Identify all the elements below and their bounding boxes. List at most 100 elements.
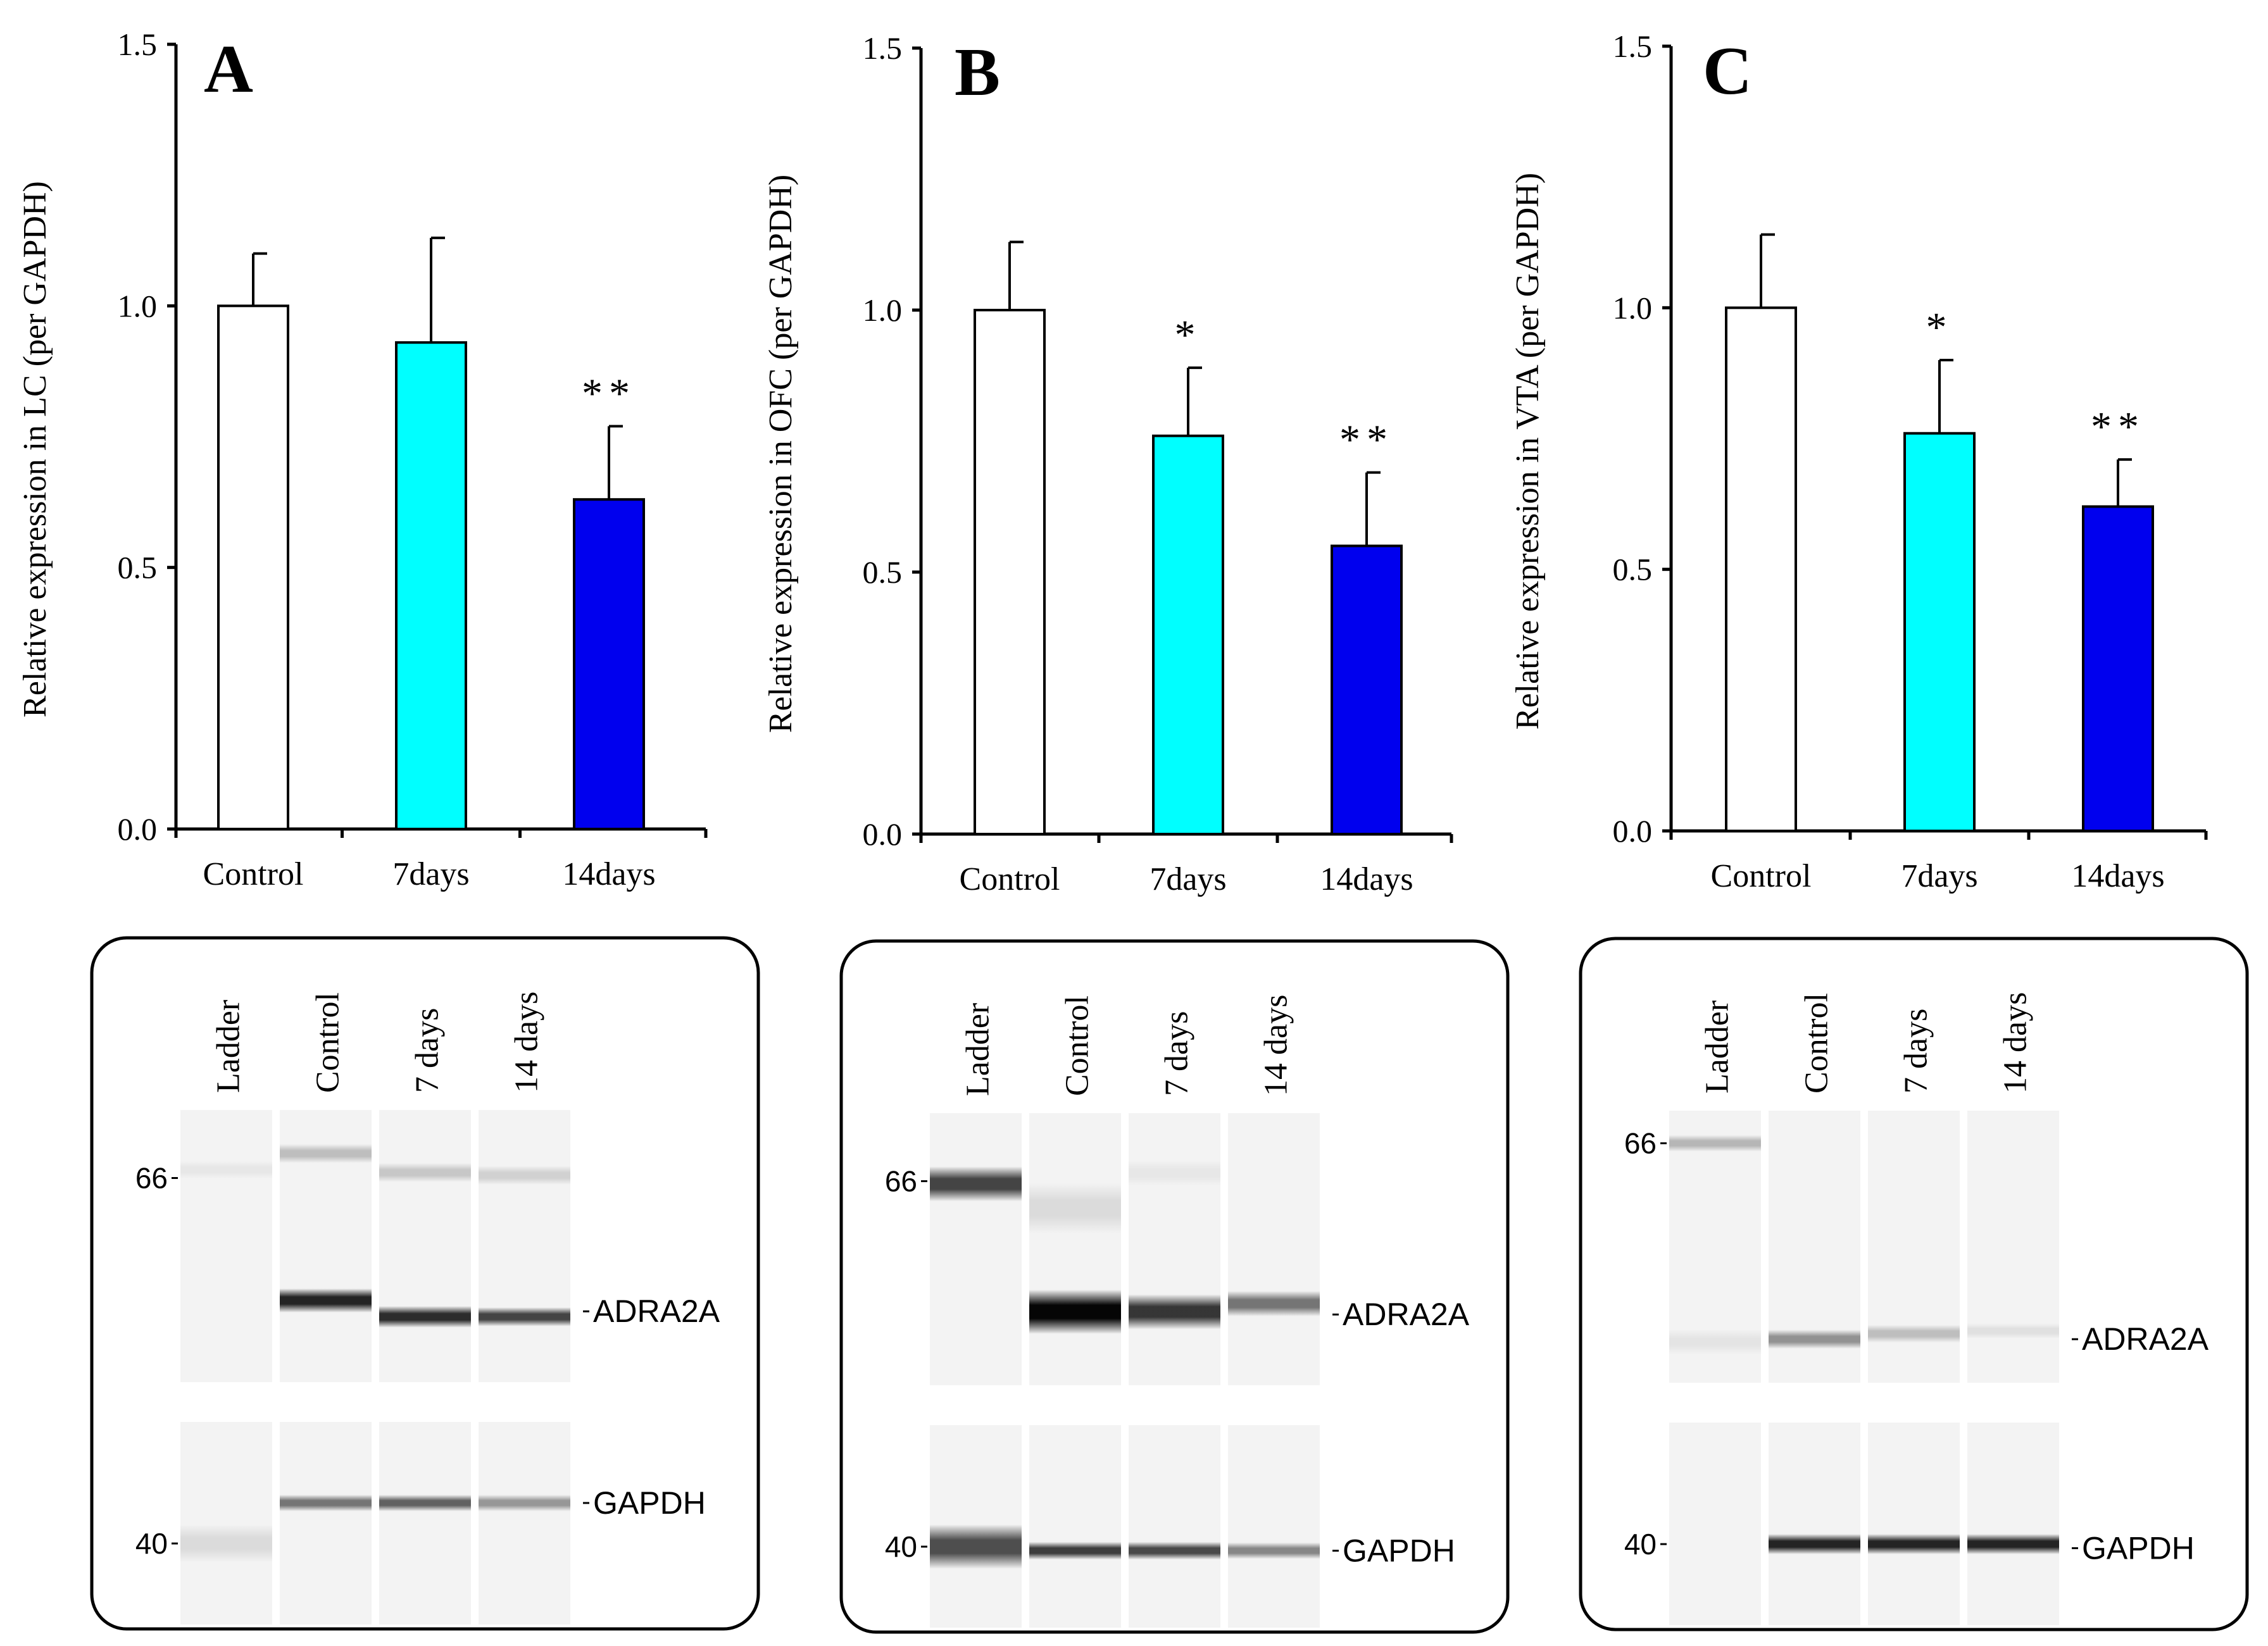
blot-lane-top [930,1113,1022,1385]
blot-lane-bottom [180,1422,272,1624]
blot-lane-bottom [1868,1423,1960,1625]
blot-band [180,1161,272,1179]
y-axis-label: Relative expression in OFC (per GAPDH) [763,175,799,733]
blot-lane-top [1967,1111,2059,1383]
blot-band [1228,1291,1320,1316]
x-tick-label: Control [1711,858,1812,894]
y-tick-label: 1.5 [1613,28,1653,64]
blot-band [1669,1135,1761,1152]
x-tick-label: Control [960,861,1060,897]
blot-band [1129,1542,1220,1560]
y-tick-label: 1.0 [863,292,903,328]
chart-panel-c: C 0.0 0.5 1.0 1.5 Relative expression in VTA … [1510,28,2249,1631]
y-tick-label: 1.0 [118,288,158,323]
bar [1152,434,1224,835]
blot-band [1769,1330,1860,1349]
blot-lane-bottom [379,1422,471,1624]
y-tick-label: 1.5 [118,27,158,62]
blot-lane-top [1228,1113,1320,1385]
blot-lane-label: 14 days [509,992,545,1093]
blot-band [1029,1289,1121,1334]
blot-lane-bottom [1228,1425,1320,1628]
blot-band [1029,1183,1121,1234]
blot-lane-label: Control [310,992,346,1093]
blot-lane-top [1029,1113,1121,1385]
blot-marker-label: 66 [885,1165,917,1198]
blot-lane-top [180,1110,272,1382]
y-tick-label: 0.0 [1613,813,1653,849]
blot-band [479,1495,570,1511]
x-tick-label: 14days [1320,861,1413,897]
blot-lane-label: 7 days [1159,1011,1195,1096]
blot-lane-bottom [1669,1423,1761,1625]
blot-lane-label: Control [1060,995,1096,1096]
bar [974,309,1046,835]
blot-band [1129,1294,1220,1330]
blot-marker-label: 40 [135,1527,168,1560]
blot-band [280,1288,372,1312]
significance-marker: ** [2091,404,2145,450]
y-tick-label: 0.5 [1613,552,1653,587]
y-tick-label: 1.5 [863,30,903,66]
blot-band [1967,1323,2059,1339]
blot-lane-bottom [280,1422,372,1624]
blot-band [1769,1534,1860,1554]
blot-band [280,1144,372,1163]
blot-panel: Ladder Control 7 days 14 days 66 40 ADRA2A GAPD… [90,936,760,1631]
bar [217,304,289,831]
blot-band [1868,1325,1960,1343]
blot-lane-label: Ladder [960,1003,996,1096]
blot-band [280,1495,372,1511]
blot-band [1967,1534,2059,1554]
blot-band [379,1495,471,1511]
bar [1331,544,1403,835]
chart-panel-b: B 0.0 0.5 1.0 1.5 Relative expression in OFC … [763,30,1510,1634]
y-tick-label: 0.0 [118,811,158,847]
blot-lane-label: Control [1799,993,1835,1094]
blot-band-label: ADRA2A [2082,1321,2209,1357]
blot-lane-top [1129,1113,1220,1385]
blot-lane-bottom [1769,1423,1860,1625]
x-tick-label: Control [203,856,304,892]
significance-marker: * [1175,312,1202,358]
bar [395,341,467,830]
blot-lane-bottom [479,1422,570,1624]
blot-marker-label: 66 [135,1162,168,1195]
blot-band [930,1524,1022,1569]
blot-band [1669,1329,1761,1355]
y-tick-label: 0.5 [863,554,903,590]
bar [2082,505,2154,832]
blot-lane-bottom [1967,1423,2059,1625]
blot-band [1129,1160,1220,1186]
bar [1725,306,1797,833]
bar [1903,432,1976,832]
blot-lane-label: Ladder [211,1000,247,1093]
blot-band [479,1307,570,1326]
y-axis-label: Relative expression in LC (per GAPDH) [17,181,53,718]
blot-band-label: ADRA2A [593,1294,720,1329]
significance-marker: ** [1339,417,1394,463]
blot-panel: Ladder Control 7 days 14 days 66 40 ADRA2A GAPD… [1579,937,2249,1631]
blot-lane-label: 14 days [1998,992,2034,1094]
y-axis-label: Relative expression in VTA (per GAPDH) [1510,173,1546,730]
blot-band [379,1163,471,1182]
x-tick-label: 14days [2071,858,2164,894]
blot-band [930,1166,1022,1202]
blot-lane-label: 7 days [1898,1009,1934,1094]
chart-panel-a: A 0.0 0.5 1.0 1.5 Relative expression in LC (… [17,27,760,1631]
blot-lane-top [479,1110,570,1382]
blot-lane-label: Ladder [1700,1001,1736,1094]
panel-letter: A [204,32,253,107]
panel-letter: C [1703,34,1752,109]
x-tick-label: 7days [1901,858,1977,894]
blot-band-label: GAPDH [2082,1530,2195,1566]
blot-band [1868,1534,1960,1554]
bar [573,498,645,830]
blot-marker-label: 40 [1624,1528,1657,1561]
blot-lane-label: 14 days [1258,995,1294,1096]
x-tick-label: 14days [562,856,655,892]
blot-marker-label: 66 [1624,1127,1657,1160]
blot-lane-label: 7 days [410,1008,446,1093]
blot-band-label: ADRA2A [1343,1297,1470,1332]
